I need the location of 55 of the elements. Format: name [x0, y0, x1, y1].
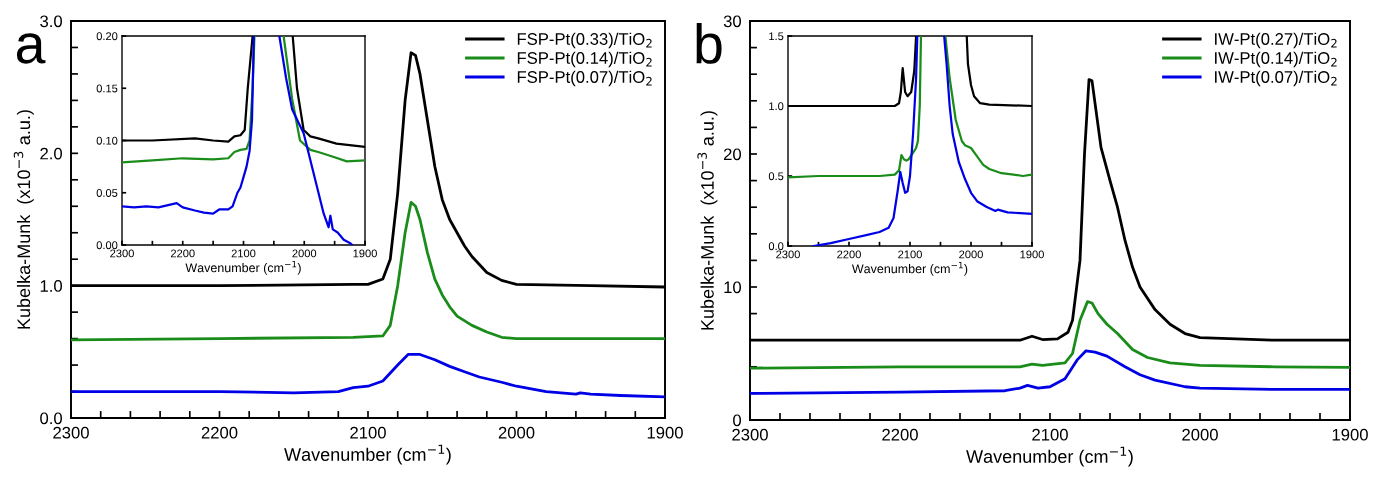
y-tick-label: 0.20: [96, 32, 118, 41]
legend-label: IW-Pt(0.14)/TiO$_{2}$: [1215, 51, 1337, 68]
x-tick-label: 2000: [498, 426, 535, 439]
y-tick-label: 0.05: [96, 189, 118, 197]
legend-label: IW-Pt(0.27)/TiO$_{2}$: [1215, 32, 1337, 49]
line-series: [71, 353, 665, 399]
x-tick-label: 2100: [1032, 428, 1068, 441]
x-tick-label: 2300: [53, 426, 89, 439]
y-tick-label: 0: [733, 414, 742, 427]
x-tick-label: 1900: [353, 249, 377, 258]
y-tick-label: 0.0: [40, 412, 63, 425]
text: a: [16, 33, 46, 64]
line-series: [71, 200, 665, 342]
y-tick-label: 3.0: [40, 15, 63, 28]
x-tick-label: 2300: [732, 428, 768, 441]
y-tick-label: 1.0: [769, 102, 784, 111]
y-axis-title: Kubelka-Munk (x10$^{−3}$ a.u.): [697, 111, 718, 330]
x-tick-label: 2100: [350, 426, 386, 439]
y-tick-label: 0.15: [96, 84, 118, 93]
x-axis-title: Wavenumber (cm$^{−1}$): [851, 261, 968, 276]
y-tick-label: 0.5: [768, 172, 784, 181]
y-tick-label: 2.0: [40, 147, 63, 160]
line-series: [750, 349, 1350, 395]
x-tick-label: 2000: [292, 249, 317, 258]
x-tick-label: 1900: [1020, 250, 1044, 259]
x-tick-label: 2200: [201, 426, 238, 439]
x-tick-label: 2200: [170, 249, 195, 258]
y-tick-label: 10: [724, 281, 742, 294]
x-tick-label: 2000: [1182, 428, 1218, 441]
y-tick-label: 30: [723, 15, 742, 28]
legend-label: FSP-Pt(0.33)/TiO$_{2}$: [517, 32, 652, 49]
y-tick-label: 1.0: [40, 280, 63, 292]
x-axis-title: Wavenumber (cm$^{−1}$): [284, 444, 451, 465]
legend-label: FSP-Pt(0.14)/TiO$_{2}$: [517, 51, 652, 68]
x-tick-label: 1900: [1332, 428, 1368, 441]
legend-label: IW-Pt(0.07)/TiO$_{2}$: [1215, 70, 1337, 87]
y-axis-title: Kubelka-Munk (x10$^{−3}$ a.u.): [13, 110, 34, 329]
y-tick-label: 20: [723, 148, 742, 161]
y-tick-label: 0.0: [768, 242, 784, 251]
y-tick-label: 0.00: [96, 241, 118, 250]
text: b: [696, 23, 722, 64]
x-tick-label: 1900: [647, 426, 683, 439]
x-tick-label: 2100: [231, 249, 256, 258]
x-tick-label: 2300: [110, 249, 134, 258]
x-axis-title: Wavenumber (cm$^{−1}$): [966, 446, 1133, 467]
x-tick-label: 2200: [882, 428, 918, 441]
y-tick-label: 1.5: [769, 32, 784, 41]
x-tick-label: 2100: [898, 250, 922, 259]
x-tick-label: 2000: [959, 250, 983, 259]
x-tick-label: 2200: [837, 250, 861, 259]
y-tick-label: 0.10: [96, 136, 118, 145]
line-series: [750, 300, 1350, 370]
x-axis-title: Wavenumber (cm$^{−1}$): [185, 260, 301, 275]
x-tick-label: 2300: [776, 250, 800, 259]
legend-label: FSP-Pt(0.07)/TiO$_{2}$: [517, 70, 652, 87]
